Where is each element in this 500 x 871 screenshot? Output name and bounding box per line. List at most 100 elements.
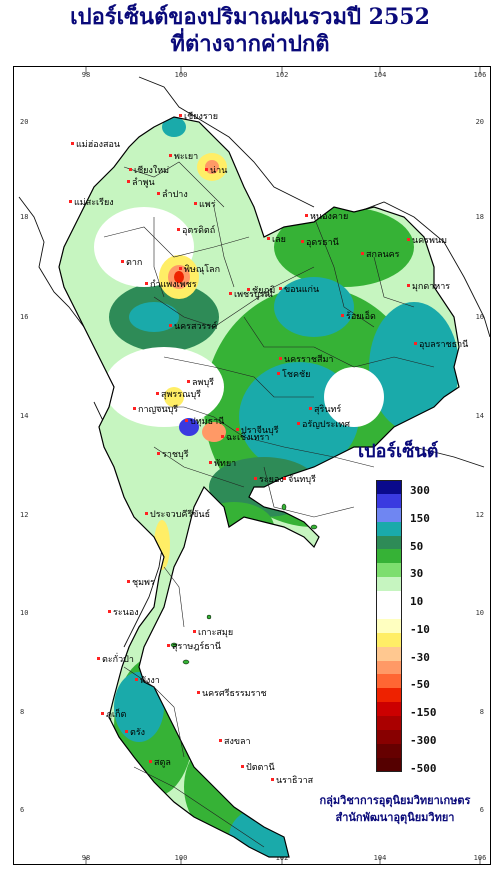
islands xyxy=(170,503,318,665)
province-label: ปัตตานี xyxy=(246,762,275,773)
title-line-2: ที่ต่างจากค่าปกติ xyxy=(170,31,330,57)
station-marker xyxy=(71,142,74,145)
legend-label: -500 xyxy=(410,761,437,775)
legend-row xyxy=(376,577,496,592)
legend-swatch xyxy=(376,591,402,606)
longitude-tick: 102 xyxy=(276,71,289,79)
station-marker xyxy=(193,630,196,633)
province-label: ปทุมธานี xyxy=(190,416,224,427)
station-marker xyxy=(179,267,182,270)
province-label: แม่สะเรียง xyxy=(74,197,114,208)
latitude-tick: 6 xyxy=(480,806,484,814)
legend-swatch xyxy=(376,480,402,494)
station-marker xyxy=(145,282,148,285)
station-marker xyxy=(271,778,274,781)
station-marker xyxy=(127,580,130,583)
legend-swatch xyxy=(376,702,402,717)
province-label: เพชรบูรณ์ xyxy=(234,288,273,300)
legend-swatch xyxy=(376,549,402,564)
legend-row: -300 xyxy=(376,730,496,748)
legend-label: -300 xyxy=(410,734,437,748)
legend-swatch xyxy=(376,605,402,619)
legend-label: 50 xyxy=(410,539,424,553)
province-label: ลำปาง xyxy=(162,189,188,200)
legend-label: -50 xyxy=(410,678,430,692)
latitude-tick: 10 xyxy=(476,609,484,617)
province-label: นครศรีธรรมราช xyxy=(202,688,267,699)
province-label: ร้อยเอ็ด xyxy=(346,309,376,322)
legend-label: -10 xyxy=(410,622,430,636)
station-marker xyxy=(135,678,138,681)
province-label: มุกดาหาร xyxy=(412,282,450,292)
legend-row xyxy=(376,632,496,647)
latitude-tick: 18 xyxy=(20,213,28,221)
province-label: สตูล xyxy=(154,758,171,768)
station-marker xyxy=(129,168,132,171)
legend-swatch xyxy=(376,646,402,661)
legend-row: -10 xyxy=(376,618,496,636)
latitude-tick: 12 xyxy=(20,511,28,519)
province-label: นครสวรรค์ xyxy=(174,320,217,332)
province-label: อุตรดิตถ์ xyxy=(182,224,215,236)
station-marker xyxy=(229,292,232,295)
station-marker xyxy=(236,428,239,431)
station-marker xyxy=(149,760,152,763)
station-marker xyxy=(209,461,212,464)
legend: 300 150 50 30 10 -10 -30 -50 -150 -300 -500 xyxy=(376,480,496,775)
longitude-tick: 106 xyxy=(474,71,487,79)
legend-swatch xyxy=(376,507,402,522)
legend-swatch xyxy=(376,618,402,633)
legend-label: -30 xyxy=(410,650,430,664)
latitude-tick: 20 xyxy=(20,118,28,126)
station-marker xyxy=(205,168,208,171)
province-label: ตรัง xyxy=(130,728,145,738)
legend-row xyxy=(376,716,496,731)
latitude-tick: 12 xyxy=(476,511,484,519)
station-marker xyxy=(361,252,364,255)
longitude-tick: 100 xyxy=(175,71,188,79)
legend-row: 150 xyxy=(376,507,496,525)
latitude-tick: 18 xyxy=(476,213,484,221)
legend-row xyxy=(376,743,496,758)
station-marker xyxy=(187,380,190,383)
legend-swatch xyxy=(376,743,402,758)
station-marker xyxy=(185,419,188,422)
province-label: ลพบุรี xyxy=(192,377,214,388)
legend-row xyxy=(376,493,496,508)
credit-text: กลุ่มวิชาการอุตุนิยมวิทยาเกษตร สำนักพัฒน… xyxy=(300,792,490,826)
station-marker xyxy=(279,357,282,360)
legend-title: เปอร์เซ็นต์ xyxy=(358,441,439,462)
province-label: กำแพงเพชร xyxy=(150,279,197,290)
province-label: ราชบุรี xyxy=(162,449,189,460)
province-label: แพร่ xyxy=(199,200,216,210)
station-marker xyxy=(414,342,417,345)
station-marker xyxy=(133,407,136,410)
province-label: จันทบุรี xyxy=(288,474,316,485)
station-marker xyxy=(125,730,128,733)
legend-swatch xyxy=(376,493,402,508)
legend-swatch xyxy=(376,660,402,675)
province-label: นครพนม xyxy=(412,236,447,246)
legend-row: 50 xyxy=(376,535,496,553)
province-label: เกาะสมุย xyxy=(198,628,233,638)
province-label: ชุมพร xyxy=(132,578,155,588)
province-label: โชคชัย xyxy=(282,369,310,380)
province-label: นราธิวาส xyxy=(276,775,314,786)
longitude-tick: 104 xyxy=(374,71,387,79)
province-label: ตะกั่วป่า xyxy=(102,652,134,665)
legend-row xyxy=(376,521,496,536)
province-label: พัทยา xyxy=(214,459,236,469)
latitude-tick: 20 xyxy=(476,118,484,126)
thailand-outline xyxy=(58,116,460,858)
credit-line-1: กลุ่มวิชาการอุตุนิยมวิทยาเกษตร xyxy=(319,794,471,807)
legend-label: 30 xyxy=(410,567,424,581)
legend-label: 10 xyxy=(410,595,424,609)
legend-swatch xyxy=(376,577,402,592)
province-label: นครราชสีมา xyxy=(284,354,333,365)
station-marker xyxy=(69,200,72,203)
province-label: ภูเก็ต xyxy=(106,707,126,720)
latitude-tick: 8 xyxy=(480,708,484,716)
station-marker xyxy=(279,287,282,290)
